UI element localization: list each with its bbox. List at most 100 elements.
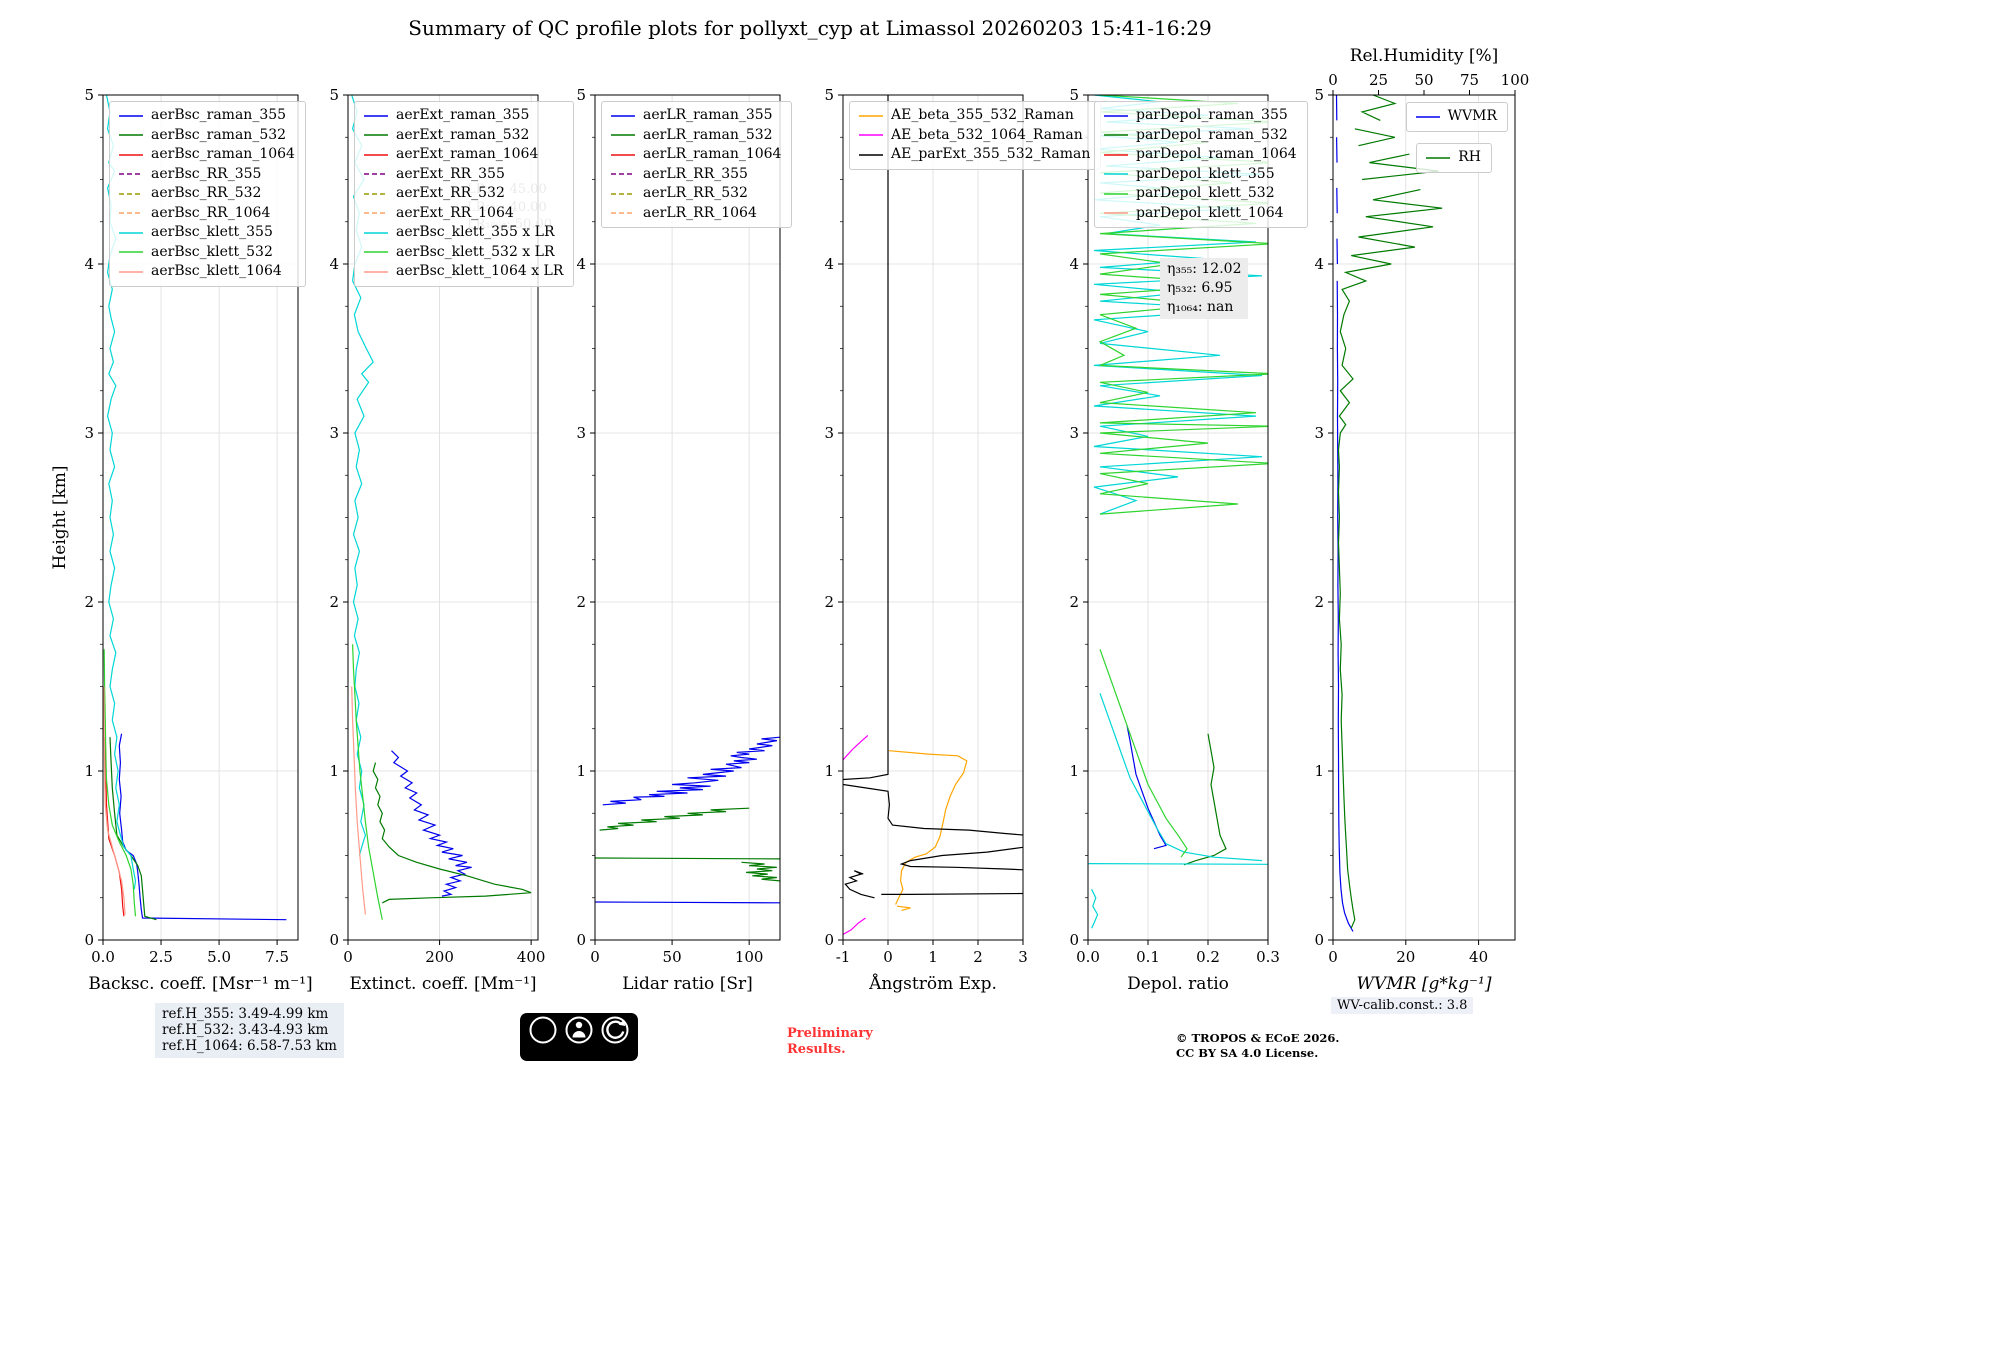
y-tick-label: 1 — [1314, 762, 1324, 780]
x-axis-label-angstrom: Ångström Exp. — [868, 973, 997, 994]
legend-item-aerExt_RR_532: aerExt_RR_532 — [363, 185, 563, 203]
x-tick-label: 0.0 — [91, 948, 115, 966]
y-tick-label: 0 — [824, 931, 834, 949]
legend-item-aerBsc_klett_532 x LR: aerBsc_klett_532 x LR — [363, 244, 563, 262]
legend-label: aerBsc_klett_1064 — [151, 263, 282, 279]
copyright-note: © TROPOS & ECoE 2026. CC BY SA 4.0 Licen… — [1176, 1031, 1340, 1060]
panel-lidar_ratio-series — [595, 736, 780, 904]
legend-item-parDepol_klett_355: parDepol_klett_355 — [1103, 166, 1297, 184]
legend-label: aerExt_RR_355 — [396, 165, 505, 182]
legend-label: AE_beta_355_532_Raman — [891, 107, 1074, 123]
legend-line-sample — [119, 173, 143, 176]
y-axis-label: Height [km] — [50, 465, 70, 569]
legend-depol: parDepol_raman_355 parDepol_raman_532 parD… — [1094, 101, 1308, 228]
y-tick-label: 5 — [576, 86, 586, 104]
legend-angstrom: AE_beta_355_532_Raman AE_beta_532_1064_Ra… — [849, 101, 1102, 170]
svg-text:CC: CC — [533, 1024, 552, 1038]
panel-wvmr_rh-frame — [1332, 94, 1516, 941]
y-tick-label: 4 — [1069, 255, 1079, 273]
x-axis-label-wvmr_rh: WVMR [g*kg⁻¹] — [1357, 974, 1492, 994]
annotation-depol: η₃₅₅: 12.02 η₅₃₂: 6.95 η₁₀₆₄: nan — [1160, 258, 1249, 319]
legend-extinction: aerExt_raman_355 aerExt_raman_532 aerExt_r… — [354, 101, 575, 287]
legend-item-aerBsc_klett_1064: aerBsc_klett_1064 — [118, 263, 295, 281]
legend-item-aerBsc_klett_1064 x LR: aerBsc_klett_1064 x LR — [363, 263, 563, 281]
x-axis-label-extinction: Extinct. coeff. [Mm⁻¹] — [349, 974, 536, 994]
legend-line-sample — [119, 192, 143, 195]
series-aerBsc_klett_532 — [103, 649, 137, 917]
legend-item-aerBsc_klett_355: aerBsc_klett_355 — [118, 224, 295, 242]
y-tick-label: 1 — [824, 762, 834, 780]
x-tick-label: 2.5 — [149, 948, 173, 966]
legend-label: aerBsc_RR_532 — [151, 185, 262, 201]
legend-label: parDepol_klett_355 — [1136, 165, 1275, 182]
annotation-line: η₃₅₅: 12.02 — [1167, 261, 1242, 277]
legend-item-AE_beta_355_532_Raman: AE_beta_355_532_Raman — [858, 107, 1090, 125]
legend-item-aerLR_RR_1064: aerLR_RR_1064 — [610, 205, 781, 223]
legend-line-sample — [119, 231, 143, 234]
x-tick-label: 400 — [517, 948, 546, 966]
legend-label: aerLR_raman_355 — [643, 107, 773, 123]
series-aerLR_raman_355 — [595, 736, 780, 904]
x-tick-label: 0.1 — [1136, 948, 1160, 966]
series-aerExt_raman_355 — [391, 750, 472, 897]
y-tick-label: 4 — [576, 255, 586, 273]
legend-item-aerLR_RR_532: aerLR_RR_532 — [610, 185, 781, 203]
legend-item-aerBsc_RR_355: aerBsc_RR_355 — [118, 166, 295, 184]
annotation-line: η₅₃₂: 6.95 — [1167, 279, 1233, 296]
x-tick-label: 100 — [735, 948, 764, 966]
legend-item-RH: RH — [1425, 149, 1481, 167]
y-tick-label: 0 — [1069, 931, 1079, 949]
legend-label: aerLR_RR_532 — [643, 185, 748, 201]
legend-line-sample — [1104, 212, 1128, 215]
legend-item-aerBsc_RR_532: aerBsc_RR_532 — [118, 185, 295, 203]
legend-label: aerBsc_raman_355 — [151, 107, 287, 123]
series-AE_beta_355_532_Raman — [888, 750, 968, 911]
legend-label: aerBsc_klett_1064 x LR — [396, 263, 564, 279]
legend-item-aerBsc_RR_1064: aerBsc_RR_1064 — [118, 205, 295, 223]
x-tick-label: 0 — [883, 948, 893, 966]
legend-label: aerBsc_klett_355 x LR — [396, 224, 555, 240]
legend-label: aerLR_RR_355 — [643, 165, 748, 182]
legend-item-aerBsc_klett_532: aerBsc_klett_532 — [118, 244, 295, 262]
preliminary-note: Preliminary Results. — [787, 1026, 873, 1058]
y-tick-label: 0 — [1314, 931, 1324, 949]
top-tick-label: 25 — [1369, 71, 1388, 89]
x-tick-label: 3 — [1018, 948, 1028, 966]
legend-label: parDepol_raman_532 — [1136, 126, 1288, 143]
y-tick-label: 3 — [824, 424, 834, 442]
series-aerBsc_klett_532 x LR — [352, 644, 383, 920]
legend-item-AE_beta_532_1064_Raman: AE_beta_532_1064_Raman — [858, 127, 1090, 145]
panel-wvmr_rh-series — [1335, 95, 1443, 932]
x-tick-label: 2 — [973, 948, 983, 966]
y-tick-label: 5 — [84, 86, 94, 104]
legend-line-sample — [364, 231, 388, 234]
legend-item-aerExt_RR_1064: aerExt_RR_1064 — [363, 205, 563, 223]
y-tick-label: 1 — [576, 762, 586, 780]
legend-item-aerExt_raman_1064: aerExt_raman_1064 — [363, 146, 563, 164]
legend-line-sample — [364, 192, 388, 195]
legend-line-sample — [859, 114, 883, 117]
x-tick-label: -1 — [836, 948, 851, 966]
legend-label: aerExt_RR_532 — [396, 185, 505, 201]
legend-label: RH — [1458, 149, 1481, 165]
legend-label: aerLR_raman_1064 — [643, 146, 782, 162]
legend-label: aerLR_RR_1064 — [643, 204, 757, 221]
legend-line-sample — [364, 134, 388, 137]
legend-label: aerExt_raman_1064 — [396, 146, 539, 162]
series-AE_parExt_355_532_Raman — [843, 95, 1023, 899]
top-tick-label: 50 — [1414, 71, 1433, 89]
y-tick-label: 3 — [1314, 424, 1324, 442]
y-tick-label: 0 — [84, 931, 94, 949]
x-tick-label: 0.0 — [1076, 948, 1100, 966]
series-aerBsc_raman_355 — [118, 733, 287, 921]
x-tick-label: 0.2 — [1196, 948, 1220, 966]
x-tick-label: 200 — [425, 948, 454, 966]
x-tick-label: 20 — [1396, 948, 1415, 966]
legend-item-parDepol_raman_532: parDepol_raman_532 — [1103, 127, 1297, 145]
x-tick-label: 0 — [1328, 948, 1338, 966]
legend-line-sample — [1104, 153, 1128, 156]
y-tick-label: 2 — [329, 593, 339, 611]
legend-label: parDepol_raman_355 — [1136, 107, 1288, 123]
legend-item-parDepol_klett_1064: parDepol_klett_1064 — [1103, 205, 1297, 223]
series-aerLR_raman_532 — [595, 807, 780, 882]
